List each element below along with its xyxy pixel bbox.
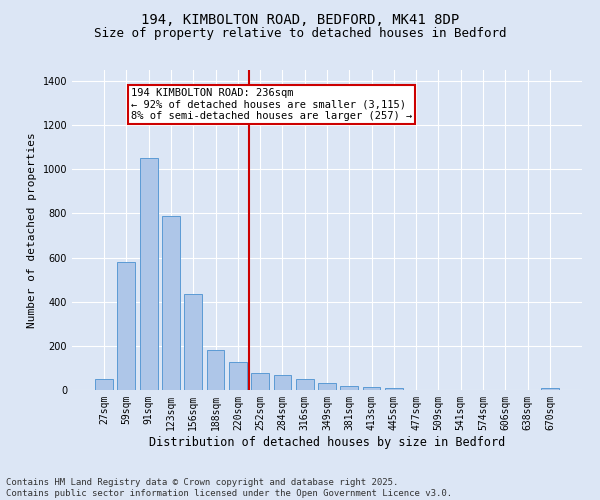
Bar	[340, 386, 358, 390]
Bar	[251, 374, 269, 390]
Text: 194 KIMBOLTON ROAD: 236sqm
← 92% of detached houses are smaller (3,115)
8% of se: 194 KIMBOLTON ROAD: 236sqm ← 92% of deta…	[131, 88, 412, 121]
Bar	[318, 384, 336, 390]
Text: Size of property relative to detached houses in Bedford: Size of property relative to detached ho…	[94, 28, 506, 40]
Bar	[274, 374, 292, 390]
Text: Contains HM Land Registry data © Crown copyright and database right 2025.
Contai: Contains HM Land Registry data © Crown c…	[6, 478, 452, 498]
Bar	[95, 379, 113, 390]
Bar	[541, 388, 559, 390]
Bar	[184, 294, 202, 390]
Bar	[162, 216, 180, 390]
Bar	[385, 388, 403, 390]
Bar	[362, 388, 380, 390]
Y-axis label: Number of detached properties: Number of detached properties	[27, 132, 37, 328]
Bar	[206, 350, 224, 390]
Bar	[118, 262, 136, 390]
Bar	[229, 362, 247, 390]
Bar	[140, 158, 158, 390]
Text: 194, KIMBOLTON ROAD, BEDFORD, MK41 8DP: 194, KIMBOLTON ROAD, BEDFORD, MK41 8DP	[141, 12, 459, 26]
X-axis label: Distribution of detached houses by size in Bedford: Distribution of detached houses by size …	[149, 436, 505, 448]
Bar	[296, 379, 314, 390]
